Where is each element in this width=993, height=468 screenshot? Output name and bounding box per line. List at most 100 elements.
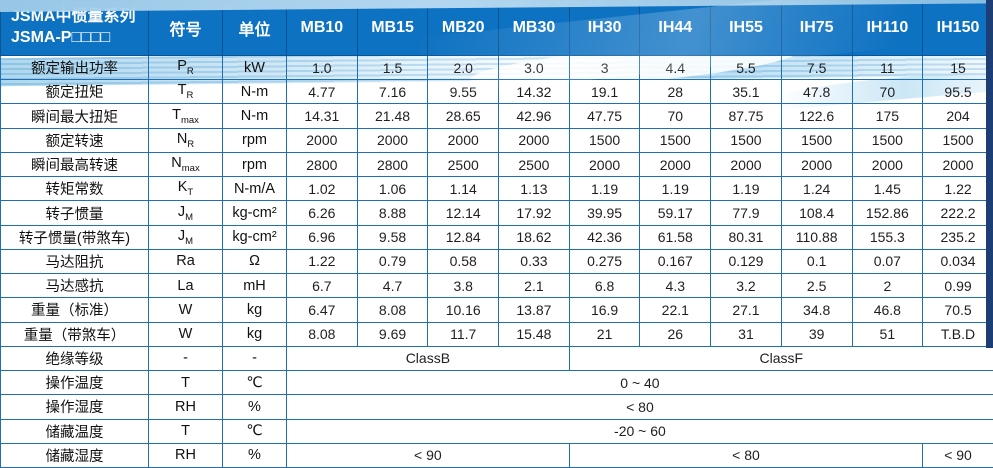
merged-value-cell: < 80 (568, 442, 924, 468)
value-cell: 1.22 (286, 248, 358, 275)
value-cell: 175 (851, 103, 924, 129)
value-cell: 2000 (922, 151, 993, 178)
value-cell: 1.13 (498, 176, 570, 202)
row-label-cell: 额定扭矩 (0, 79, 149, 105)
unit-cell: mH (222, 273, 287, 299)
symbol-main: T (181, 423, 190, 440)
value-cell: 70 (639, 103, 712, 129)
value-cell: 110.88 (780, 224, 853, 250)
model-header-cell: MB30 (498, 0, 570, 56)
row-label-cell: 马达阻抗 (0, 248, 149, 275)
value-cell: 8.08 (286, 321, 358, 347)
row-label-cell: 重量（标准） (0, 297, 149, 323)
symbol-cell: TR (148, 79, 223, 105)
value-cell: 22.1 (639, 297, 712, 323)
value-cell: 1.02 (286, 176, 358, 202)
value-cell: 0.1 (780, 248, 853, 275)
spec-row: 马达阻抗 Ra Ω 1.22 0.79 0.58 0.33 0.275 0.167 0.129 0.… (0, 248, 993, 275)
value-cell: 155.3 (851, 224, 924, 250)
value-cell: 27.1 (710, 297, 782, 323)
spec-row: 储藏温度 T ℃ -20 ~ 60 (0, 418, 993, 444)
model-header-cell: IH44 (639, 0, 712, 56)
value-cell: 2000 (639, 151, 712, 178)
value-cell: 7.16 (356, 79, 429, 105)
value-cell: 26 (639, 321, 712, 347)
symbol-subscript: M (185, 211, 194, 223)
value-cell: 2000 (427, 127, 500, 153)
model-header-cell: IH150 (922, 0, 993, 56)
value-cell: 28.65 (427, 103, 500, 129)
value-cell: 1500 (780, 127, 853, 153)
spec-table-body: 额定输出功率 PR kW 1.0 1.5 2.0 3.0 3 4.4 5.5 7.5 11 15 额定扭矩… (0, 54, 993, 468)
value-cell: 28 (639, 79, 712, 105)
model-header-cell: IH110 (851, 0, 924, 56)
symbol-main: P (177, 58, 187, 75)
symbol-cell: W (148, 297, 223, 323)
symbol-main: K (177, 179, 188, 196)
value-cell: 0.79 (356, 248, 429, 275)
value-cell: 152.86 (851, 200, 924, 226)
value-cell: 222.2 (922, 200, 993, 226)
symbol-cell: JM (148, 200, 223, 226)
row-label-cell: 额定输出功率 (0, 54, 149, 81)
value-cell: 1.06 (356, 176, 429, 202)
merged-value-cell: ClassF (568, 345, 993, 372)
spec-row: 操作湿度 RH% < 80 (0, 394, 993, 420)
spec-row: 瞬间最大扭矩 Tmax N-m 14.31 21.48 28.65 42.96 47.75 70… (0, 103, 993, 129)
row-label-cell: 马达感抗 (0, 273, 149, 299)
symbol-subscript: max (181, 163, 200, 174)
row-label-cell: 储藏温度 (0, 418, 149, 444)
value-cell: 51 (851, 321, 924, 347)
merged-value-cell: ClassB (286, 345, 570, 372)
value-cell: 1500 (710, 127, 782, 153)
value-cell: 1.19 (639, 176, 712, 202)
value-cell: 14.31 (286, 103, 358, 129)
value-cell: 1.45 (851, 176, 924, 202)
model-header-cell: IH75 (780, 0, 853, 56)
row-label-cell: 额定转速 (0, 127, 149, 153)
symbol-subscript: R (186, 66, 194, 78)
unit-cell: kg (222, 297, 287, 323)
value-cell: 47.75 (568, 103, 641, 129)
value-cell: 0.07 (851, 248, 924, 275)
symbol-cell: Ra (148, 248, 223, 275)
value-cell: 10.16 (427, 297, 500, 323)
unit-cell: Ω (222, 248, 287, 275)
value-cell: 39 (780, 321, 853, 347)
symbol-main: W (178, 301, 193, 318)
value-cell: 77.9 (710, 200, 782, 226)
spec-row: 额定转速 NR rpm 2000 2000 2000 2000 1500 1500 1500 150… (0, 127, 993, 153)
value-cell: 6.8 (568, 273, 641, 299)
value-cell: 1.14 (427, 176, 500, 202)
symbol-main: J (177, 227, 186, 244)
value-cell: 8.88 (356, 200, 429, 226)
symbol-main: T (177, 82, 187, 99)
spec-row: 操作温度 T ℃ 0 ~ 40 (0, 370, 993, 396)
value-cell: 204 (922, 103, 993, 129)
value-cell: 4.3 (639, 273, 712, 299)
value-cell: 2800 (286, 151, 358, 178)
symbol-main: J (177, 203, 186, 220)
value-cell: 3.8 (427, 273, 500, 299)
symbol-subscript: R (186, 90, 194, 102)
unit-cell: kg (222, 321, 287, 347)
row-label-cell: 瞬间最高转速 (0, 151, 149, 178)
value-cell: 70 (851, 79, 924, 105)
value-cell: 2000 (851, 151, 924, 178)
symbol-main: T (172, 106, 181, 123)
value-cell: 0.275 (568, 248, 641, 275)
symbol-subscript: T (187, 187, 194, 199)
value-cell: 14.32 (498, 79, 570, 105)
spec-row: 转子惯量(带煞车) JM kg-cm² 6.96 9.58 12.84 18.62 42.36… (0, 224, 993, 250)
series-title-cell: JSMA中惯量系列 JSMA-P□□□□ (0, 0, 149, 56)
value-cell: 16.9 (568, 297, 641, 323)
value-cell: 15 (922, 54, 993, 81)
row-label-cell: 转矩常数 (0, 176, 149, 202)
symbol-main: La (177, 277, 194, 294)
value-cell: 108.4 (780, 200, 853, 226)
symbol-cell: La (148, 273, 223, 299)
merged-value-cell: -20 ~ 60 (286, 418, 993, 444)
value-cell: 11 (851, 54, 924, 81)
value-cell: 8.08 (356, 297, 429, 323)
